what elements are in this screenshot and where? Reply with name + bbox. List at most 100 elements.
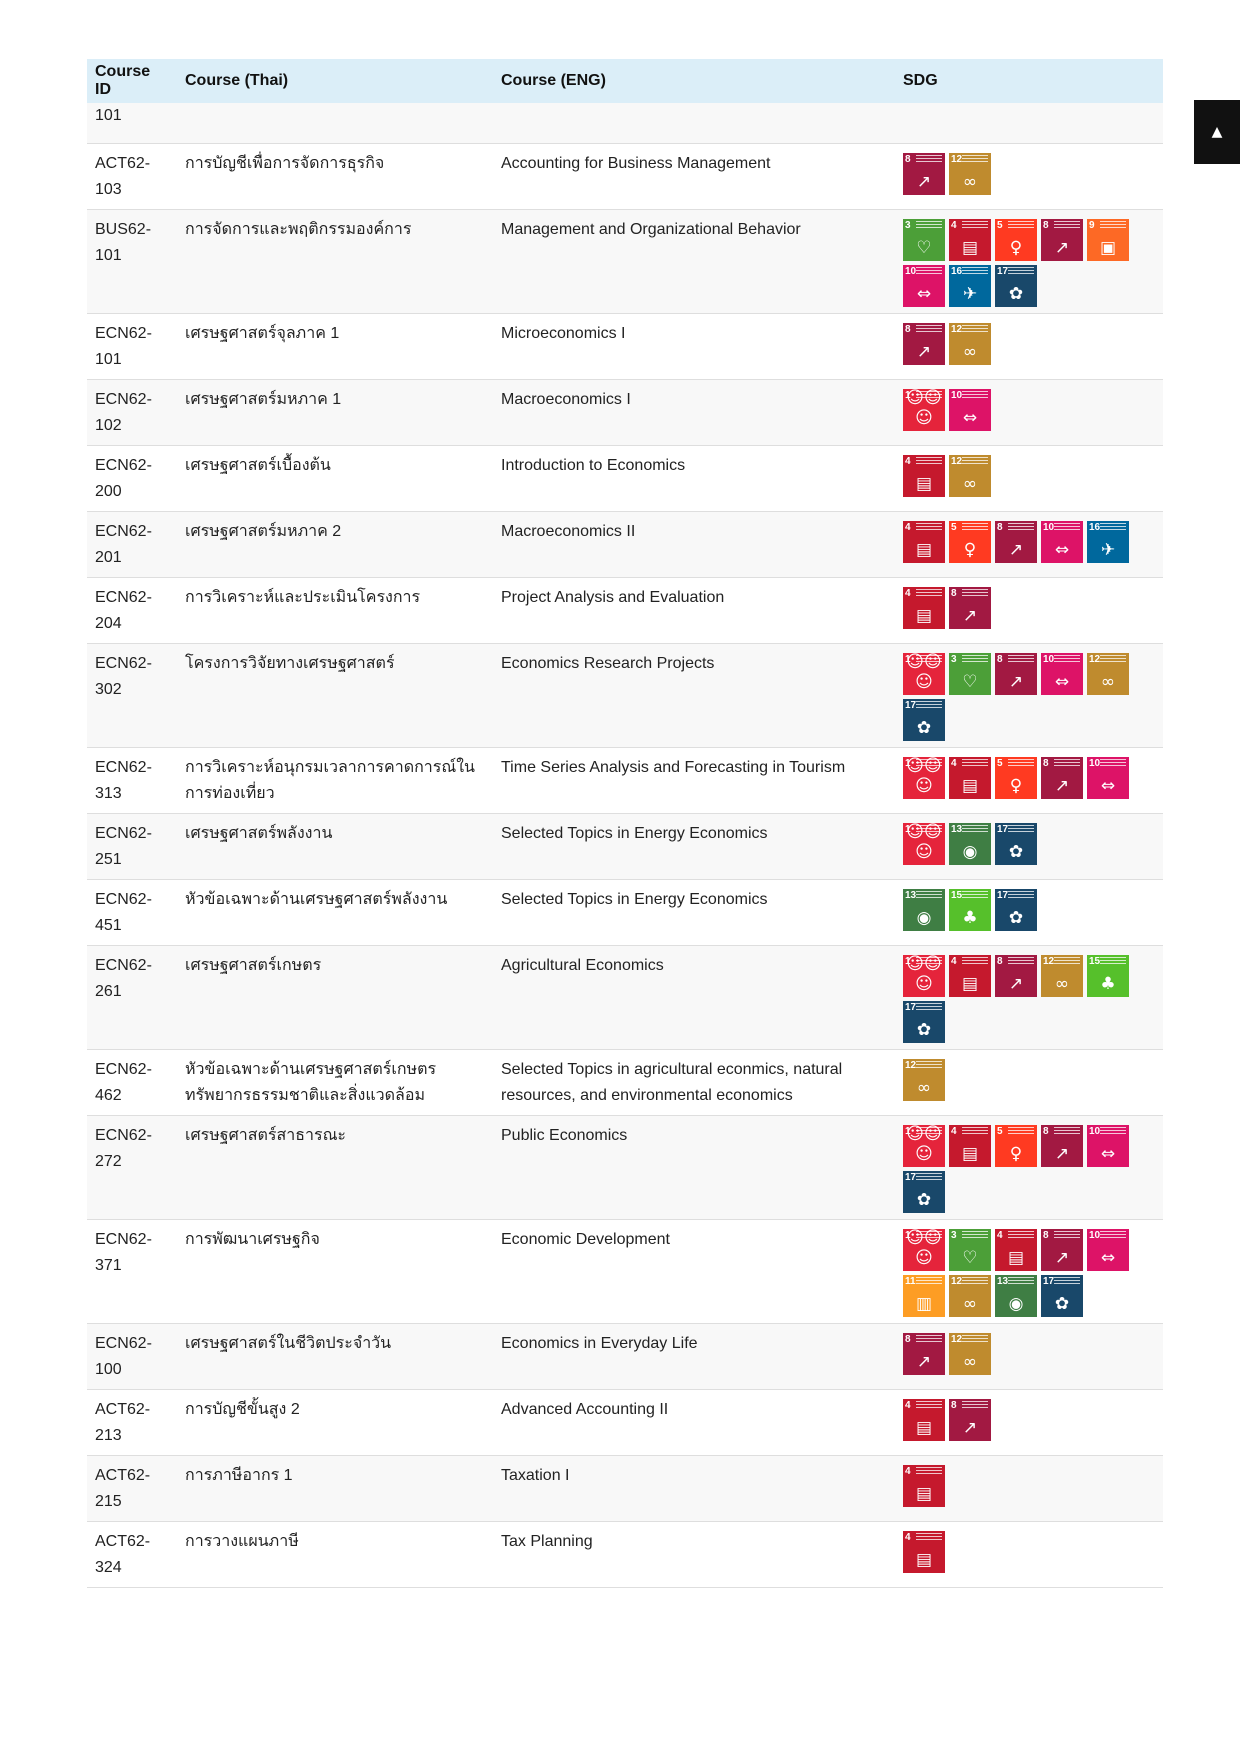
sdg-caption-lines	[1054, 1127, 1080, 1135]
sdg-caption-lines	[962, 825, 988, 833]
sdg-number: 11	[905, 1276, 916, 1287]
sdg-cell: 1 ☺☺☺ 3 ♡ 4 ▤ 8 ↗ 10 ⇔ 11 ▥ 12 ∞ 13 ◉ 17 ✿	[895, 1219, 1163, 1324]
tree-icon: ♣	[1100, 974, 1116, 994]
table-row: ECN62-261 เศรษฐศาสตร์เกษตร Agricultural Ec…	[87, 945, 1163, 1050]
sdg-caption-lines	[1054, 759, 1080, 767]
course-thai-cell: หัวข้อเฉพาะด้านเศรษฐศาสตร์พลังงาน	[177, 879, 493, 946]
table-row: ECN62-200 เศรษฐศาสตร์เบื้องต้น Introductio…	[87, 445, 1163, 512]
course-eng-cell: Taxation I	[493, 1455, 895, 1522]
course-id-cell: ECN62-201	[87, 511, 177, 578]
sdg-number: 5	[997, 758, 1003, 769]
sdg-17-icon: 17 ✿	[903, 1171, 945, 1213]
sdg-caption-lines	[1008, 759, 1034, 767]
sdg-caption-lines	[916, 701, 942, 709]
sdg-caption-lines	[1054, 1231, 1080, 1239]
heartbeat-icon: ♡	[916, 238, 932, 258]
sdg-10-icon: 10 ⇔	[1041, 521, 1083, 563]
sdg-caption-lines	[962, 523, 988, 531]
scroll-to-top-button[interactable]: ▲	[1194, 100, 1240, 164]
sdg-number: 17	[1043, 1276, 1055, 1287]
sdg-caption-lines	[1054, 1277, 1080, 1285]
course-thai-cell: เศรษฐศาสตร์พลังงาน	[177, 813, 493, 880]
sdg-cell: 1 ☺☺☺ 4 ▤ 5 ♀ 8 ↗ 10 ⇔	[895, 747, 1163, 814]
sdg-5-icon: 5 ♀	[995, 219, 1037, 261]
table-row: ECN62-101 เศรษฐศาสตร์จุลภาค 1 Microeconomi…	[87, 313, 1163, 380]
sdg-caption-lines	[1054, 221, 1080, 229]
sdg-10-icon: 10 ⇔	[1087, 1125, 1129, 1167]
sdg-8-icon: 8 ↗	[903, 323, 945, 365]
sdg-cell: 12 ∞	[895, 1049, 1163, 1116]
growth-chart-icon: ↗	[1054, 1144, 1070, 1164]
sdg-8-icon: 8 ↗	[903, 1333, 945, 1375]
infinity-icon: ∞	[916, 1078, 932, 1098]
course-eng-cell: Management and Organizational Behavior	[493, 209, 895, 314]
sdg-12-icon: 12 ∞	[949, 153, 991, 195]
course-eng-cell: Economics in Everyday Life	[493, 1323, 895, 1390]
course-thai-cell: การวางแผนภาษี	[177, 1521, 493, 1588]
sdg-number: 5	[951, 522, 957, 533]
sdg-number: 8	[1043, 220, 1049, 231]
sdg-cell: 4 ▤ 8 ↗	[895, 1389, 1163, 1456]
sdg-3-icon: 3 ♡	[949, 653, 991, 695]
sdg-1-icon: 1 ☺☺☺	[903, 823, 945, 865]
sdg-caption-lines	[962, 1401, 988, 1409]
sdg-1-icon: 1 ☺☺☺	[903, 757, 945, 799]
sdg-17-icon: 17 ✿	[1041, 1275, 1083, 1317]
table-row: ECN62-272 เศรษฐศาสตร์สาธารณะ Public Econom…	[87, 1115, 1163, 1220]
course-id-cell: 101	[87, 103, 177, 144]
sdg-icon-list: 13 ◉ 15 ♣ 17 ✿	[903, 887, 1139, 931]
sdg-cell: 4 ▤ 5 ♀ 8 ↗ 10 ⇔ 16 ✈	[895, 511, 1163, 578]
gender-icon: ♀	[1009, 776, 1023, 796]
book-icon: ▤	[961, 974, 979, 994]
growth-chart-icon: ↗	[962, 1418, 978, 1438]
growth-chart-icon: ↗	[916, 172, 932, 192]
sdg-number: 10	[1089, 758, 1101, 769]
sdg-caption-lines	[1008, 957, 1034, 965]
sdg-caption-lines	[916, 1533, 942, 1541]
family-icon: ☺☺☺	[906, 757, 942, 796]
sdg-3-icon: 3 ♡	[949, 1229, 991, 1271]
table-row: ACT62-324 การวางแผนภาษี Tax Planning 4 ▤	[87, 1521, 1163, 1588]
equality-arrows-icon: ⇔	[1100, 1248, 1116, 1268]
sdg-caption-lines	[1100, 221, 1126, 229]
sdg-number: 4	[905, 588, 911, 599]
header-course-eng: Course (ENG)	[493, 59, 895, 103]
family-icon: ☺☺☺	[906, 389, 942, 428]
course-id-cell: ACT62-215	[87, 1455, 177, 1522]
sdg-caption-lines	[962, 1127, 988, 1135]
sdg-1-icon: 1 ☺☺☺	[903, 955, 945, 997]
eye-globe-icon: ◉	[1008, 1294, 1024, 1314]
family-icon: ☺☺☺	[906, 653, 942, 692]
sdg-10-icon: 10 ⇔	[1041, 653, 1083, 695]
book-icon: ▤	[915, 540, 933, 560]
growth-chart-icon: ↗	[1008, 974, 1024, 994]
book-icon: ▤	[915, 1484, 933, 1504]
course-thai-cell: การวิเคราะห์และประเมินโครงการ	[177, 577, 493, 644]
sdg-10-icon: 10 ⇔	[1087, 1229, 1129, 1271]
growth-chart-icon: ↗	[1054, 1248, 1070, 1268]
gender-icon: ♀	[1009, 1144, 1023, 1164]
sdg-number: 4	[905, 1532, 911, 1543]
course-eng-cell: Agricultural Economics	[493, 945, 895, 1050]
flower-icon: ✿	[916, 1020, 932, 1040]
course-thai-cell: เศรษฐศาสตร์ในชีวิตประจำวัน	[177, 1323, 493, 1390]
header-course-id: Course ID	[87, 59, 177, 103]
flower-icon: ✿	[1008, 284, 1024, 304]
sdg-caption-lines	[1008, 221, 1034, 229]
family-icon: ☺☺☺	[906, 1229, 942, 1268]
sdg-1-icon: 1 ☺☺☺	[903, 653, 945, 695]
course-eng-cell: Economics Research Projects	[493, 643, 895, 748]
table-row: ECN62-302 โครงการวิจัยทางเศรษฐศาสตร์ Econo…	[87, 643, 1163, 748]
sdg-13-icon: 13 ◉	[949, 823, 991, 865]
sdg-number: 12	[951, 1276, 963, 1287]
sdg-4-icon: 4 ▤	[903, 1399, 945, 1441]
sdg-number: 17	[905, 1172, 917, 1183]
sdg-caption-lines	[1008, 1231, 1034, 1239]
course-eng-cell: Time Series Analysis and Forecasting in …	[493, 747, 895, 814]
sdg-caption-lines	[916, 1335, 942, 1343]
sdg-caption-lines	[1008, 825, 1034, 833]
infinity-icon: ∞	[1054, 974, 1070, 994]
sdg-cell: 3 ♡ 4 ▤ 5 ♀ 8 ↗ 9 ▣ 10 ⇔ 16 ✈ 17 ✿	[895, 209, 1163, 314]
sdg-icon-list: 1 ☺☺☺ 4 ▤ 5 ♀ 8 ↗ 10 ⇔ 17 ✿	[903, 1123, 1139, 1213]
sdg-caption-lines	[962, 457, 988, 465]
